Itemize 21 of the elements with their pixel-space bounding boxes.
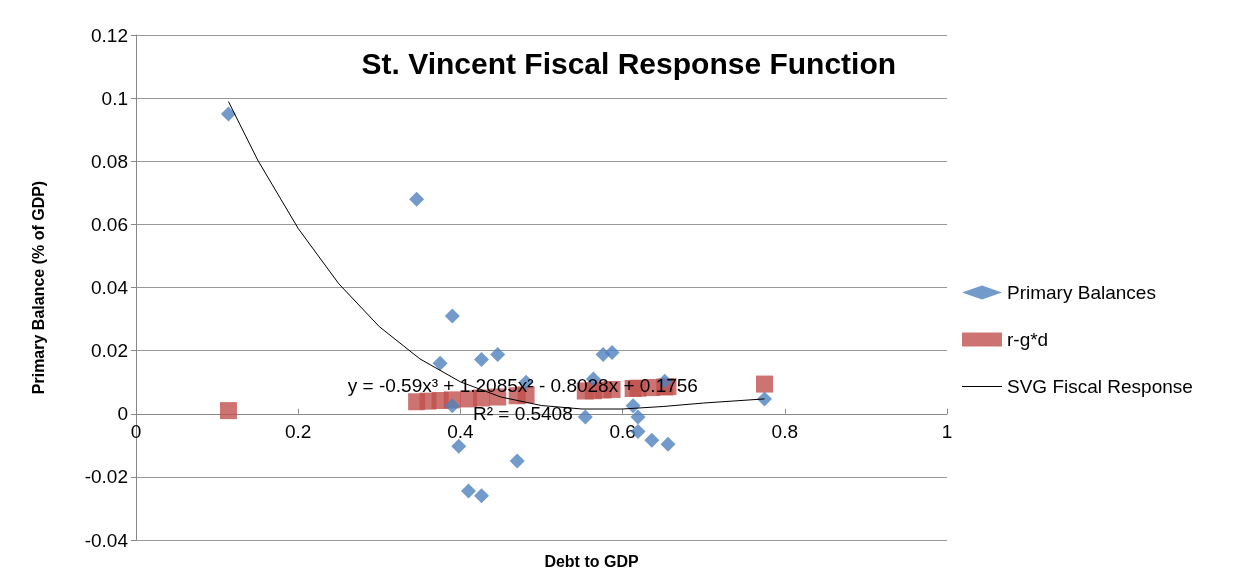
y-tick-label: -0.04 [84,529,129,551]
x-tick-label: 0.6 [609,420,636,442]
legend-label: SVG Fiscal Response [1007,376,1193,397]
y-tick-label: 0.06 [91,213,128,235]
y-axis-title: Primary Balance (% of GDP) [29,180,47,395]
y-tick-label: 0 [117,403,128,425]
x-axis-title: Debt to GDP [544,552,639,570]
chart-title: St. Vincent Fiscal Response Function [361,46,897,80]
x-tick-label: 0.2 [284,420,312,442]
annotation: R² = 0.5408 [472,403,573,425]
x-tick-label: 0.4 [447,420,475,442]
y-tick-label: 0.08 [91,150,128,172]
y-tick-label: -0.02 [84,466,128,488]
x-tick-label: 0.8 [771,420,799,442]
legend-label: r-g*d [1007,329,1049,350]
y-tick-label: 0.1 [101,87,128,109]
y-tick-label: 0.02 [91,340,128,362]
y-tick-label: 0.12 [91,24,128,46]
x-tick-label: 1 [941,420,953,442]
legend-label: Primary Balances [1007,282,1156,303]
y-tick-label: 0.04 [91,277,129,298]
